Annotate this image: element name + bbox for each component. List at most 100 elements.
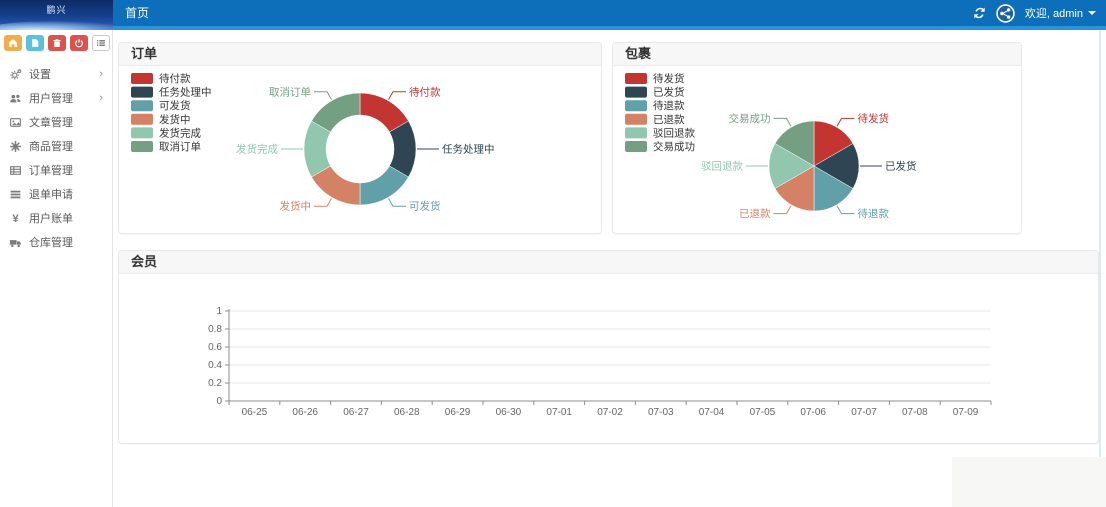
pie-slice[interactable] bbox=[813, 143, 860, 189]
pie-slice-label: 发货中 bbox=[280, 200, 312, 213]
pie-slice-label: 待付款 bbox=[409, 85, 441, 98]
welcome-text: 欢迎, admin bbox=[1024, 8, 1083, 20]
legend-swatch[interactable] bbox=[131, 86, 153, 98]
brand-logo[interactable]: 鹏兴 bbox=[0, 0, 113, 30]
y-tick-label: 0.8 bbox=[208, 324, 222, 335]
sidebar-item-label: 订单管理 bbox=[29, 165, 73, 177]
sidebar-item-label: 仓库管理 bbox=[29, 237, 73, 249]
legend-swatch[interactable] bbox=[625, 73, 647, 84]
top-navbar: 鹏兴 首页 bbox=[0, 0, 1106, 30]
scrollbar[interactable] bbox=[1099, 30, 1101, 460]
sidebar-item-user-management[interactable]: 用户管理 › bbox=[0, 86, 112, 110]
legend-swatch[interactable] bbox=[131, 141, 153, 152]
pie-slice-label: 待发货 bbox=[858, 112, 890, 125]
list-button[interactable] bbox=[92, 35, 110, 51]
refund-icon bbox=[9, 188, 22, 201]
x-tick-label: 06-29 bbox=[445, 407, 471, 418]
sidebar-item-refund-request[interactable]: 退单申请 bbox=[0, 182, 112, 206]
legend-label[interactable]: 待退款 bbox=[653, 99, 685, 112]
pie-label-line bbox=[314, 91, 332, 100]
nav-home-tab[interactable]: 首页 bbox=[125, 6, 150, 20]
sidebar-item-settings[interactable]: 设置 › bbox=[0, 62, 112, 86]
sidebar-item-product-management[interactable]: 商品管理 bbox=[0, 134, 112, 158]
legend-label[interactable]: 驳回退款 bbox=[653, 126, 695, 139]
trash-button[interactable] bbox=[48, 35, 66, 51]
legend-label[interactable]: 任务处理中 bbox=[159, 86, 212, 99]
x-tick-label: 06-25 bbox=[242, 407, 268, 418]
legend-label[interactable]: 待付款 bbox=[159, 72, 191, 85]
pie-slice-label: 已发货 bbox=[885, 160, 917, 173]
power-icon bbox=[74, 38, 84, 48]
legend-swatch[interactable] bbox=[131, 73, 153, 84]
pie-label-line bbox=[836, 117, 855, 127]
avatar[interactable] bbox=[996, 3, 1015, 23]
brand-text: 鹏兴 bbox=[46, 5, 67, 15]
sidebar-item-label: 用户账单 bbox=[29, 213, 73, 225]
sidebar-item-label: 商品管理 bbox=[29, 141, 73, 153]
x-tick-label: 07-01 bbox=[546, 407, 572, 418]
y-tick-label: 0 bbox=[216, 396, 222, 407]
orders-panel: 订单 待付款 任务处理中 可发货 发货中 发货完成 取消订单 待付款 任务处理中 可发货 发货中发… bbox=[118, 42, 602, 234]
pie-slice[interactable] bbox=[813, 165, 854, 212]
warehouse-icon bbox=[9, 236, 22, 249]
caret-down-icon bbox=[1088, 11, 1096, 15]
power-button[interactable] bbox=[70, 35, 88, 51]
members-panel-title: 会员 bbox=[119, 251, 1098, 274]
legend-swatch[interactable] bbox=[131, 127, 153, 139]
y-tick-label: 1 bbox=[216, 306, 222, 317]
pie-slice-label: 可发货 bbox=[409, 200, 441, 213]
pie-slice[interactable] bbox=[311, 92, 361, 133]
refresh-icon[interactable] bbox=[973, 6, 986, 20]
legend-label[interactable]: 交易成功 bbox=[653, 140, 695, 153]
sidebar-item-article-management[interactable]: 文章管理 bbox=[0, 110, 112, 134]
chevron-right-icon: › bbox=[99, 67, 103, 80]
legend-swatch[interactable] bbox=[625, 127, 647, 139]
pie-slice-label: 任务处理中 bbox=[442, 143, 495, 156]
article-icon bbox=[9, 116, 22, 129]
x-tick-label: 07-06 bbox=[800, 407, 826, 418]
legend-swatch[interactable] bbox=[131, 113, 153, 125]
x-tick-label: 06-26 bbox=[292, 407, 318, 418]
y-tick-label: 0.6 bbox=[208, 342, 222, 353]
pie-label-line bbox=[314, 198, 332, 207]
file-button[interactable] bbox=[26, 35, 44, 51]
legend-label[interactable]: 待发货 bbox=[653, 72, 685, 85]
legend-swatch[interactable] bbox=[625, 141, 647, 152]
trash-icon bbox=[52, 38, 62, 48]
legend-swatch[interactable] bbox=[625, 86, 647, 98]
legend-swatch[interactable] bbox=[131, 100, 153, 112]
welcome-dropdown[interactable]: 欢迎, admin bbox=[1025, 5, 1096, 21]
legend-label[interactable]: 取消订单 bbox=[159, 140, 201, 153]
pie-slice[interactable] bbox=[774, 120, 815, 167]
x-tick-label: 07-09 bbox=[953, 407, 979, 418]
legend-label[interactable]: 发货中 bbox=[159, 113, 191, 126]
svg-text:¥: ¥ bbox=[12, 213, 19, 225]
products-icon bbox=[9, 140, 22, 153]
pie-label-line bbox=[773, 117, 792, 127]
members-line-chart[interactable]: 0 0.2 0.4 0.6 0.8 1 06-25 06-26 06-27 06-28 06-29 0… bbox=[119, 274, 1098, 444]
sidebar-menu: 设置 › 用户管理 › 文章管理 商品管理 订单管理 退单申请 ¥ 用户账单 仓库管理 bbox=[0, 62, 112, 254]
sidebar-item-warehouse-management[interactable]: 仓库管理 bbox=[0, 230, 112, 254]
orders-donut-chart[interactable]: 待付款任务处理中可发货发货中发货完成取消订单待付款任务处理中可发货发货中发货完成… bbox=[119, 66, 601, 234]
pie-slice[interactable] bbox=[813, 120, 854, 167]
pie-slice[interactable] bbox=[768, 143, 815, 189]
legend-label[interactable]: 可发货 bbox=[159, 99, 191, 112]
legend-label[interactable]: 发货完成 bbox=[159, 126, 201, 139]
sidebar-item-user-bills[interactable]: ¥ 用户账单 bbox=[0, 206, 112, 230]
orders-icon bbox=[9, 164, 22, 177]
sidebar-item-order-management[interactable]: 订单管理 bbox=[0, 158, 112, 182]
sidebar-item-label: 用户管理 bbox=[29, 93, 73, 105]
legend-swatch[interactable] bbox=[625, 100, 647, 112]
y-tick-label: 0.4 bbox=[208, 360, 222, 371]
legend-label[interactable]: 已发货 bbox=[653, 86, 685, 99]
sidebar: 设置 › 用户管理 › 文章管理 商品管理 订单管理 退单申请 ¥ 用户账单 仓库管理 bbox=[0, 30, 113, 507]
legend-swatch[interactable] bbox=[625, 113, 647, 125]
pie-slice[interactable] bbox=[774, 165, 815, 212]
home-button[interactable] bbox=[4, 35, 22, 51]
pie-slice-label: 已退款 bbox=[739, 207, 771, 220]
pie-slice-label: 驳回退款 bbox=[701, 160, 743, 173]
legend-label[interactable]: 已退款 bbox=[653, 113, 685, 126]
pie-label-line bbox=[836, 205, 855, 215]
pie-slice-label: 取消订单 bbox=[269, 85, 311, 98]
